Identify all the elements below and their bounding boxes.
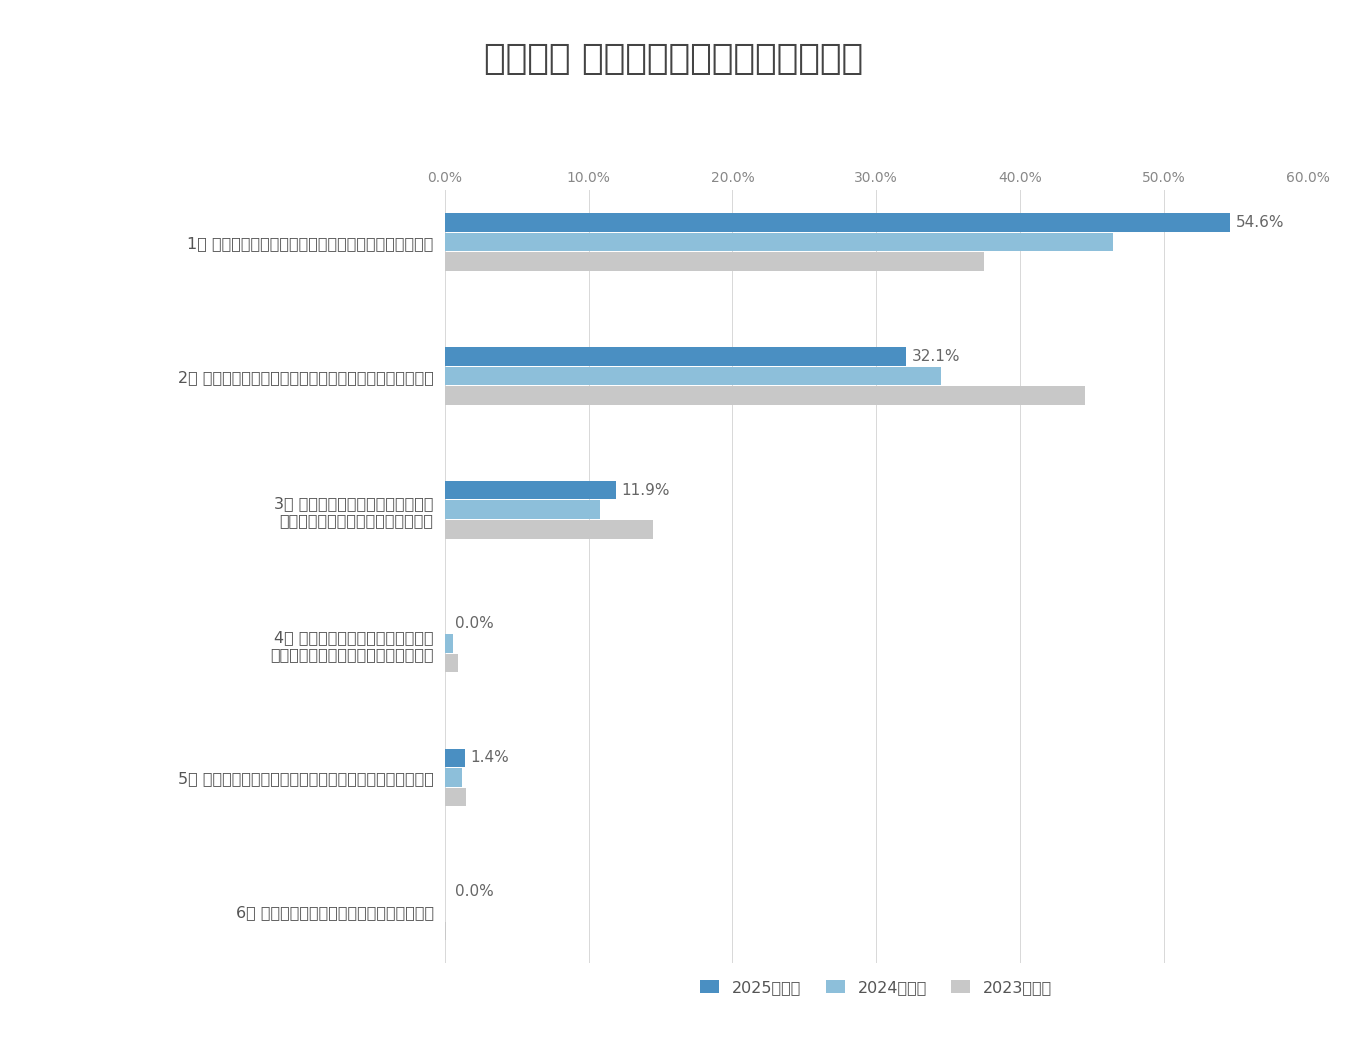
Bar xyxy=(445,768,462,787)
Text: 《図３》 ネットワーク環境の整備状況: 《図３》 ネットワーク環境の整備状況 xyxy=(484,42,864,76)
Bar xyxy=(445,635,453,653)
Legend: 2025選択率, 2024選択率, 2023選択率: 2025選択率, 2024選択率, 2023選択率 xyxy=(694,973,1058,1001)
Bar xyxy=(445,654,458,673)
Bar xyxy=(445,480,616,499)
Bar xyxy=(445,213,1229,232)
Bar xyxy=(445,233,1113,251)
Bar xyxy=(445,386,1085,404)
Text: 32.1%: 32.1% xyxy=(913,349,961,364)
Text: 0.0%: 0.0% xyxy=(454,617,493,632)
Bar xyxy=(445,788,466,806)
Bar xyxy=(445,519,654,539)
Bar xyxy=(445,500,600,518)
Bar xyxy=(445,749,465,767)
Bar xyxy=(445,347,906,365)
Text: 1.4%: 1.4% xyxy=(470,750,510,765)
Text: 0.0%: 0.0% xyxy=(454,884,493,899)
Bar xyxy=(445,366,941,385)
Text: 54.6%: 54.6% xyxy=(1236,215,1285,230)
Text: 11.9%: 11.9% xyxy=(621,482,670,497)
Bar xyxy=(445,252,984,271)
